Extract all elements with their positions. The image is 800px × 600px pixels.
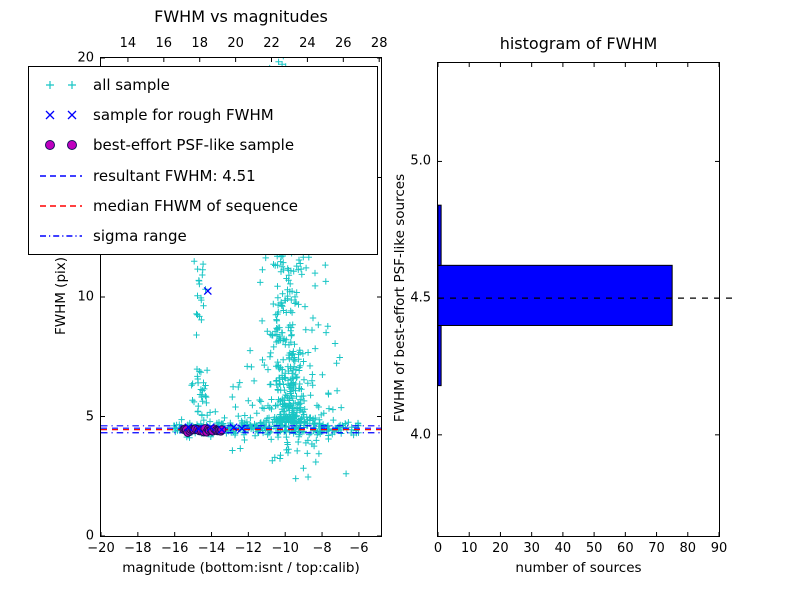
tick-label: −16 <box>160 541 189 556</box>
dashed-line-icon <box>40 205 82 207</box>
tick-label: −6 <box>349 541 369 556</box>
legend-item-label: sample for rough FWHM <box>93 106 274 125</box>
histogram-ylabel: FWHM of best-effort PSF-like sources <box>392 173 408 423</box>
tick-label: −20 <box>87 541 115 556</box>
legend-item-label: resultant FWHM: 4.51 <box>93 166 256 185</box>
histogram-title: histogram of FWHM <box>499 34 658 53</box>
tick-label: 22 <box>263 36 280 51</box>
legend-item-label: all sample <box>93 76 170 95</box>
tick-label: 20 <box>77 50 94 66</box>
tick-label: 28 <box>370 36 388 51</box>
tick-label: −10 <box>271 541 299 556</box>
plus-marker-icon <box>46 81 76 90</box>
circle-marker-icon <box>45 140 77 151</box>
tick-label: 80 <box>679 541 697 556</box>
scatter-xlabel: magnitude (bottom:isnt / top:calib) <box>122 560 360 576</box>
tick-label: −14 <box>197 541 226 556</box>
tick-label: 0 <box>85 528 94 544</box>
tick-label: 50 <box>585 541 603 556</box>
tick-label: 40 <box>554 541 572 556</box>
legend: all sample sample for rough FWHM best-effo… <box>28 66 378 255</box>
tick-label: −18 <box>124 541 152 556</box>
tick-label: 10 <box>460 541 478 556</box>
histogram-canvas <box>437 63 733 536</box>
tick-label: 5 <box>85 409 94 424</box>
legend-item: median FHWM of sequence <box>29 196 377 216</box>
tick-label: −8 <box>312 541 332 556</box>
scatter-plot-area <box>100 57 382 537</box>
tick-label: 16 <box>155 36 173 51</box>
legend-item: all sample <box>29 75 377 95</box>
legend-item-label: median FHWM of sequence <box>93 196 298 215</box>
legend-item-label: best-effort PSF-like sample <box>93 136 295 155</box>
tick-label: 4.0 <box>410 427 431 443</box>
tick-label: 10 <box>77 289 94 305</box>
tick-label: 5.0 <box>410 153 431 169</box>
tick-label: 60 <box>617 541 634 556</box>
tick-label: 70 <box>648 541 665 556</box>
tick-label: 26 <box>335 36 352 51</box>
scatter-canvas <box>101 58 381 536</box>
tick-label: 18 <box>191 36 208 51</box>
tick-label: 20 <box>492 541 509 556</box>
dashed-line-icon <box>40 174 82 177</box>
tick-label: 0 <box>433 541 443 556</box>
legend-item-label: sigma range <box>93 226 187 245</box>
legend-item: sigma range <box>29 226 377 246</box>
scatter-ylabel: FWHM (pix) <box>53 256 69 336</box>
tick-label: 4.5 <box>410 290 431 306</box>
histogram-xlabel: number of sources <box>515 560 642 576</box>
tick-label: 90 <box>710 541 728 556</box>
dashdot-line-icon <box>40 235 82 237</box>
legend-item: sample for rough FWHM <box>29 105 377 125</box>
x-marker-icon <box>45 110 77 120</box>
scatter-title: FWHM vs magnitudes <box>154 7 328 26</box>
legend-item: resultant FWHM: 4.51 <box>29 166 377 186</box>
legend-item: best-effort PSF-like sample <box>29 135 377 155</box>
histogram-plot-area <box>437 62 733 537</box>
tick-label: 20 <box>227 36 244 51</box>
tick-label: 14 <box>119 36 137 51</box>
tick-label: 24 <box>299 36 316 51</box>
tick-label: 30 <box>523 541 540 556</box>
tick-label: −12 <box>234 541 263 556</box>
